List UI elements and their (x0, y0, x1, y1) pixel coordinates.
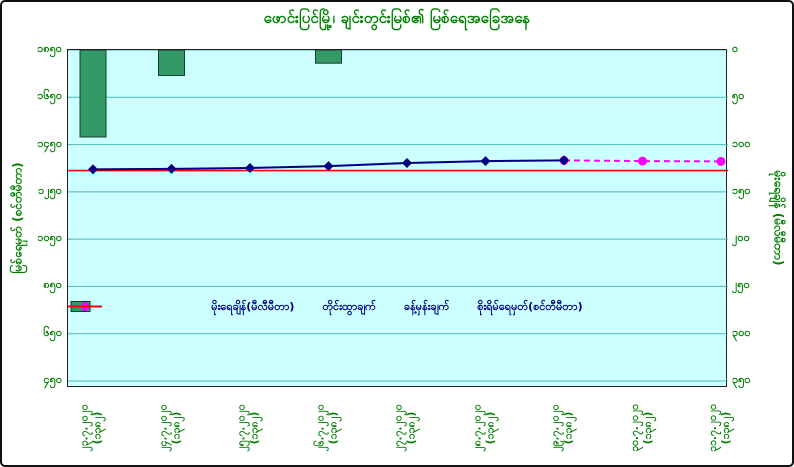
left-axis-tick-label: ၆၅၀ (43, 325, 62, 339)
left-axis-tick-label: ၁၈၅၀ (37, 42, 62, 55)
right-axis-tick-label: ၀ (732, 42, 739, 55)
left-axis-title: မြစ်ရေမှတ် (စင်တီမီတာ) (11, 162, 25, 274)
x-axis-era-year: (၁၃၈၂) (484, 411, 497, 445)
legend-item-danger: စိုးရိမ်ရေမှတ်(စင်တီမီတာ) (68, 300, 583, 316)
x-axis-era-year: (၁၃၈၂) (405, 411, 418, 445)
x-axis-date: ၂၄.၇.၂၀၂၀ (157, 404, 170, 452)
left-axis-tick-label: ၁၂၅၀ (38, 183, 62, 197)
left-axis-tick-label: ၁၀၅၀ (37, 231, 62, 245)
measured-marker (323, 161, 334, 172)
right-axis-tick-label: ၃၀၀ (732, 325, 751, 339)
x-axis-label: ၂၆.၇.၂၀၂၀ (၁၃၈၂) (293, 391, 363, 465)
x-axis-era-year: (၁၃၈၂) (562, 411, 575, 445)
legend-item-forecast: ခန့်မှန်းချက် (68, 300, 450, 316)
x-axis-label: ၂၉.၇.၂၀၂၀ (၁၃၈၂) (528, 391, 598, 465)
x-axis-label: ၂၄.၇.၂၀၂၀ (၁၃၈၂) (136, 391, 206, 465)
legend-label-rainfall: မိုးရေချိန်(မီလီမီတာ) (211, 300, 295, 313)
legend-label-measured: တိုင်းထွာချက် (322, 300, 376, 313)
legend-label-forecast: ခန့်မှန်းချက် (403, 300, 450, 313)
right-axis-tick-label: ၃၅၀ (732, 373, 751, 386)
x-axis-date: ၂၃.၇.၂၀၂၀ (78, 404, 91, 452)
left-axis-tick-label: ၄၅၀ (43, 373, 62, 386)
x-axis-era-year: (၁၃၈၂) (719, 411, 732, 445)
rainfall-bar (79, 50, 107, 138)
legend: မိုးရေချိန်(မီလီမီတာ) တိုင်းထွာချက် ခန့်… (68, 300, 726, 316)
x-axis-date: ၂၅.၇.၂၀၂၀ (235, 404, 248, 452)
x-axis-date: ၃၀.၇.၂၀၂၀ (628, 404, 641, 452)
x-axis-label: ၂၇.၇.၂၀၂၀ (၁၃၈၂) (371, 391, 441, 465)
x-axis-label: ၃၀.၇.၂၀၂၀ (၁၃၈၂) (607, 391, 677, 465)
right-axis-tick-label: ၁၀၀ (732, 136, 751, 150)
x-axis-date: ၂၉.၇.၂၀၂၀ (549, 404, 562, 452)
rainfall-bar (315, 50, 342, 64)
forecast-marker (638, 156, 647, 166)
x-axis-date: ၂၆.၇.၂၀၂၀ (314, 404, 327, 452)
x-axis-label: ၃၁.၇.၂၀၂၀ (၁၃၈၂) (685, 391, 755, 465)
rainfall-bar (158, 50, 185, 76)
measured-marker (480, 156, 491, 167)
x-axis-era-year: (၁၃၈၂) (91, 411, 104, 445)
measured-marker (166, 163, 177, 174)
measured-marker (559, 155, 569, 166)
legend-item-measured: တိုင်းထွာချက် (68, 300, 376, 316)
danger-line-swatch-icon (68, 305, 102, 308)
right-axis-tick-label: ၅၀ (732, 89, 745, 103)
x-axis-era-year: (၁၃၈၂) (248, 411, 261, 445)
left-axis-tick-label: ၁၄၅၀ (37, 136, 62, 150)
right-axis-tick-label: ၂၅၀ (732, 278, 750, 292)
x-axis-date: ၂၈.၇.၂၀၂၀ (471, 404, 484, 452)
chart-canvas (68, 50, 728, 382)
x-axis-label: ၂၃.၇.၂၀၂၀ (၁၃၈၂) (57, 391, 127, 465)
x-axis-era-year: (၁၃၈၂) (641, 411, 654, 445)
legend-label-danger: စိုးရိမ်ရေမှတ်(စင်တီမီတာ) (477, 300, 583, 313)
forecast-line (563, 159, 722, 163)
x-axis-label: ၂၈.၇.၂၀၂၀ (၁၃၈၂) (450, 391, 520, 465)
legend-item-rainfall: မိုးရေချိန်(မီလီမီတာ) (70, 300, 295, 316)
x-axis-label: ၂၅.၇.၂၀၂၀ (၁၃၈၂) (214, 391, 284, 465)
right-axis-tick-label: ၂၀၀ (732, 231, 750, 245)
measured-marker (88, 164, 98, 175)
left-axis-tick-label: ၁၆၅၀ (37, 89, 62, 103)
x-axis-era-year: (၁၃၈၂) (170, 411, 183, 445)
measured-marker (402, 158, 412, 169)
plot-area: မိုးရေချိန်(မီလီမီတာ) တိုင်းထွာချက် ခန့်… (67, 49, 728, 387)
measured-marker (245, 162, 255, 173)
x-axis-date: ၂၇.၇.၂၀၂၀ (392, 404, 405, 452)
x-axis-era-year: (၁၃၈၂) (327, 411, 340, 445)
left-axis-tick-label: ၈၅၀ (43, 278, 62, 292)
right-axis-tick-label: ၁၅၀ (732, 183, 751, 197)
forecast-marker (716, 156, 726, 166)
x-axis-date: ၃၁.၇.၂၀၂၀ (706, 404, 719, 452)
chart-title: ဖောင်းပြင်မြို့၊ ချင်းတွင်းမြစ်၏ မြစ်ရေအ… (263, 9, 531, 27)
